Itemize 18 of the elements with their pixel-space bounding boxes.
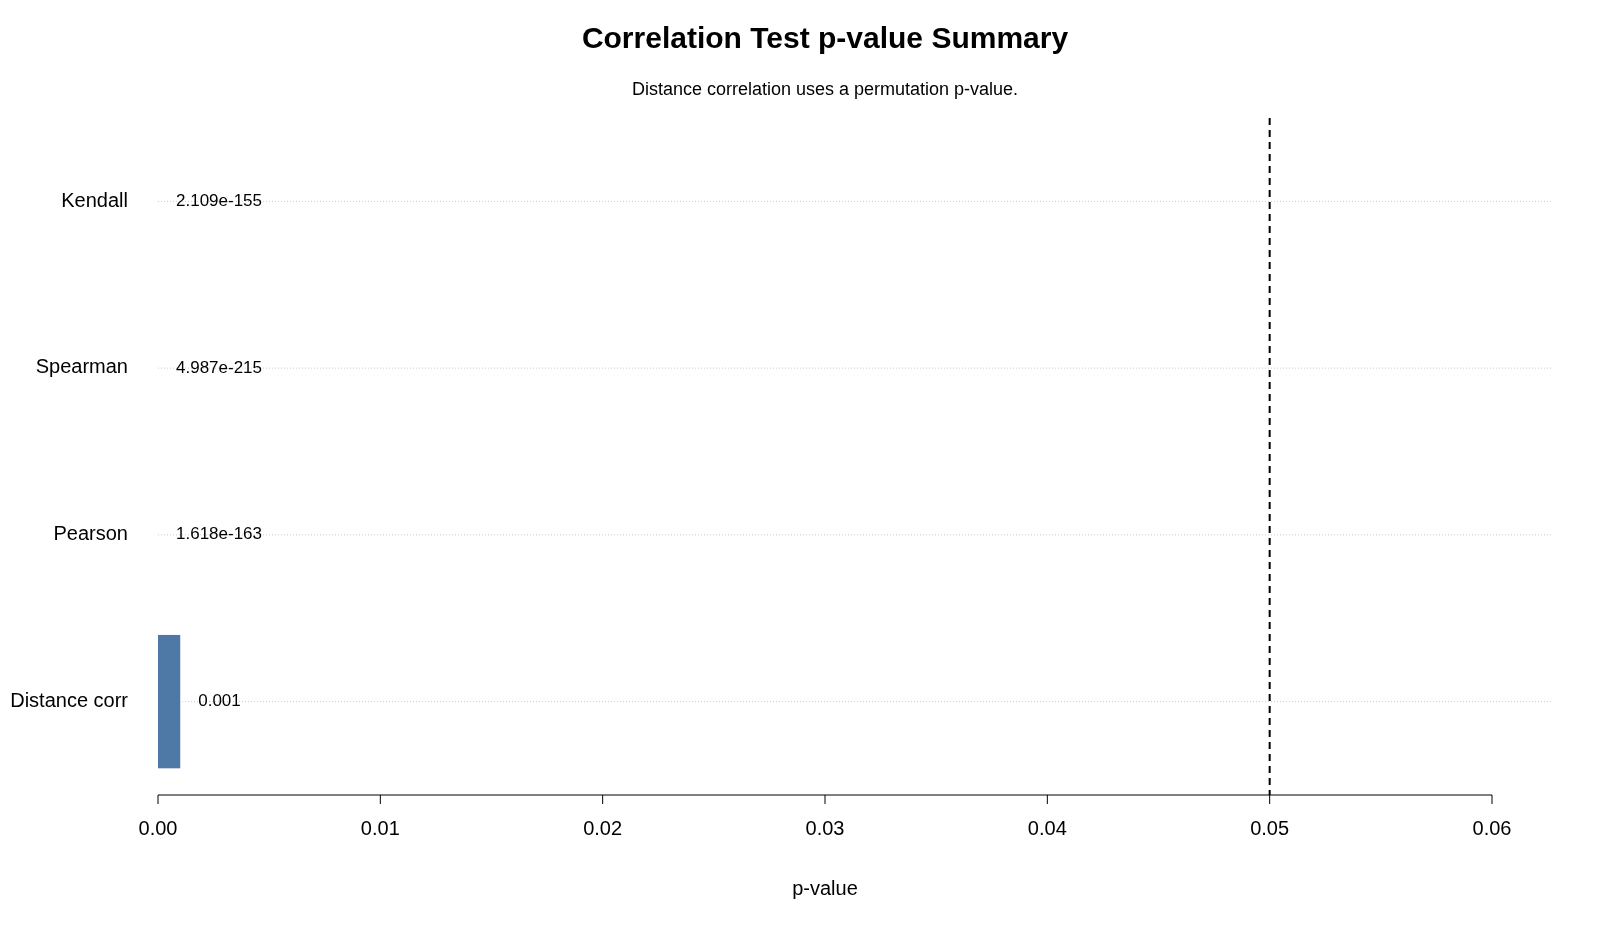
x-tick-label: 0.01 xyxy=(360,817,400,839)
y-tick-label: Kendall xyxy=(61,188,128,211)
data-label: 1.618e-163 xyxy=(176,524,263,544)
x-tick-label: 0.04 xyxy=(1027,817,1067,839)
y-tick-label: Spearman xyxy=(35,355,128,378)
x-tick-label: 0.03 xyxy=(805,817,845,839)
x-tick-label: 0.00 xyxy=(138,817,178,839)
data-label: 2.109e-155 xyxy=(176,190,263,210)
data-label: 4.987e-215 xyxy=(176,357,263,377)
data-label: 0.001 xyxy=(198,691,241,711)
x-tick-label: 0.05 xyxy=(1250,817,1290,839)
y-tick-label: Distance corr xyxy=(10,688,129,711)
x-tick-label: 0.02 xyxy=(583,817,623,839)
x-axis-title: p-value xyxy=(792,877,858,899)
x-tick-label: 0.06 xyxy=(1472,817,1512,839)
chart-subtitle: Distance correlation uses a permutation p-value. xyxy=(631,79,1019,99)
y-tick-label: Pearson xyxy=(53,522,128,545)
chart-title: Correlation Test p-value Summary xyxy=(581,21,1069,54)
